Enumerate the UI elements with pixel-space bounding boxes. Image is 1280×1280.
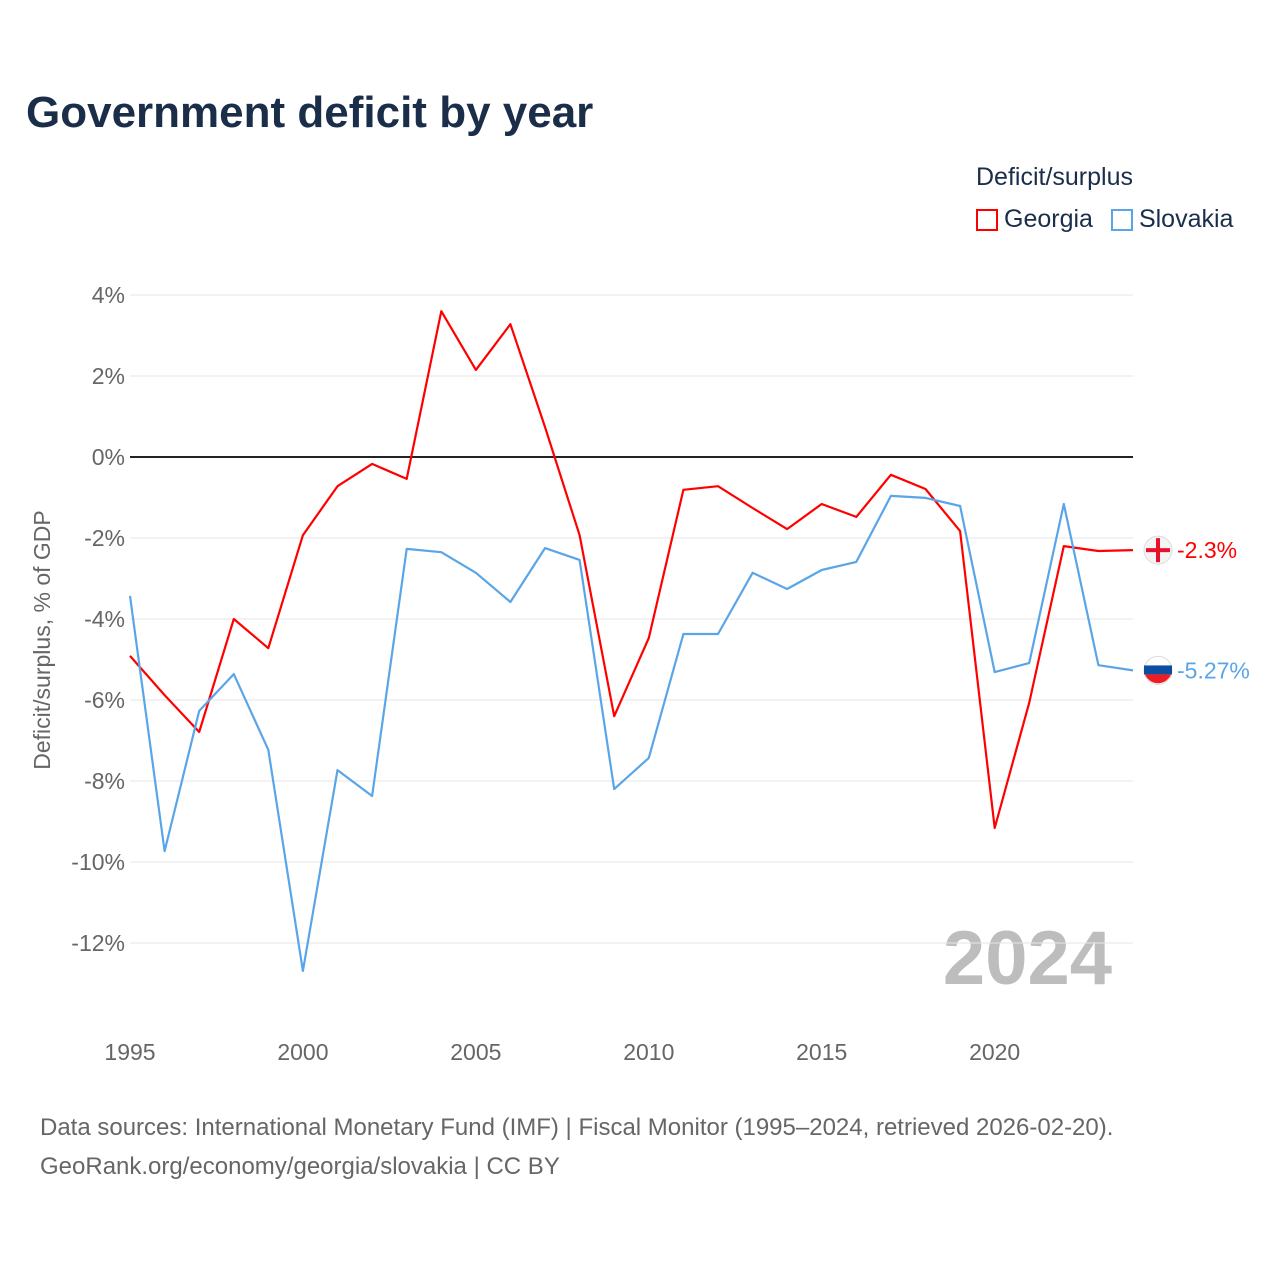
legend-label-slovakia: Slovakia (1138, 205, 1234, 233)
y-tick-label: -12% (71, 930, 125, 956)
chart-title: Government deficit by year (26, 88, 594, 137)
y-axis-label: Deficit/surplus, % of GDP (29, 510, 55, 769)
sources-line-1: Data sources: International Monetary Fun… (40, 1114, 1114, 1141)
legend-swatch-slovakia (1110, 208, 1133, 231)
y-tick-label: -4% (84, 606, 125, 632)
end-label-georgia: -2.3% (1177, 537, 1237, 563)
sources: Data sources: International Monetary Fun… (40, 1108, 1113, 1186)
series-line-slovakia (128, 494, 1134, 973)
x-tick-label: 2020 (969, 1039, 1020, 1065)
x-tick-label: 2010 (623, 1039, 674, 1065)
y-tick-label: 0% (92, 444, 125, 470)
legend: Georgia Slovakia (976, 205, 1233, 234)
legend-label-georgia: Georgia (1004, 205, 1093, 233)
end-label-slovakia: -5.27% (1177, 657, 1250, 683)
flag-stripe-blue (1144, 665, 1172, 675)
y-tick-label: -10% (71, 849, 125, 875)
series-line-georgia (129, 310, 1134, 830)
legend-swatch-georgia (976, 208, 998, 231)
legend-title: Deficit/surplus (976, 163, 1133, 191)
flag-stripe-red (1145, 674, 1171, 684)
x-tick-label: 2005 (450, 1039, 501, 1065)
y-tick-label: 2% (92, 363, 125, 389)
x-tick-label: 1995 (104, 1039, 155, 1065)
flag-cross-horizontal (1146, 548, 1170, 553)
legend-item-georgia[interactable]: Georgia (976, 205, 1093, 234)
y-tick-label: -8% (84, 768, 125, 794)
sources-line-2[interactable]: GeoRank.org/economy/georgia/slovakia | C… (40, 1153, 560, 1180)
legend-item-slovakia[interactable]: Slovakia (1110, 205, 1234, 234)
x-tick-label: 2015 (796, 1039, 847, 1065)
y-tick-label: -6% (84, 687, 125, 713)
y-tick-label: 4% (92, 282, 125, 308)
y-tick-label: -2% (84, 525, 125, 551)
watermark-year: 2024 (943, 916, 1112, 1001)
x-tick-label: 2000 (277, 1039, 328, 1065)
